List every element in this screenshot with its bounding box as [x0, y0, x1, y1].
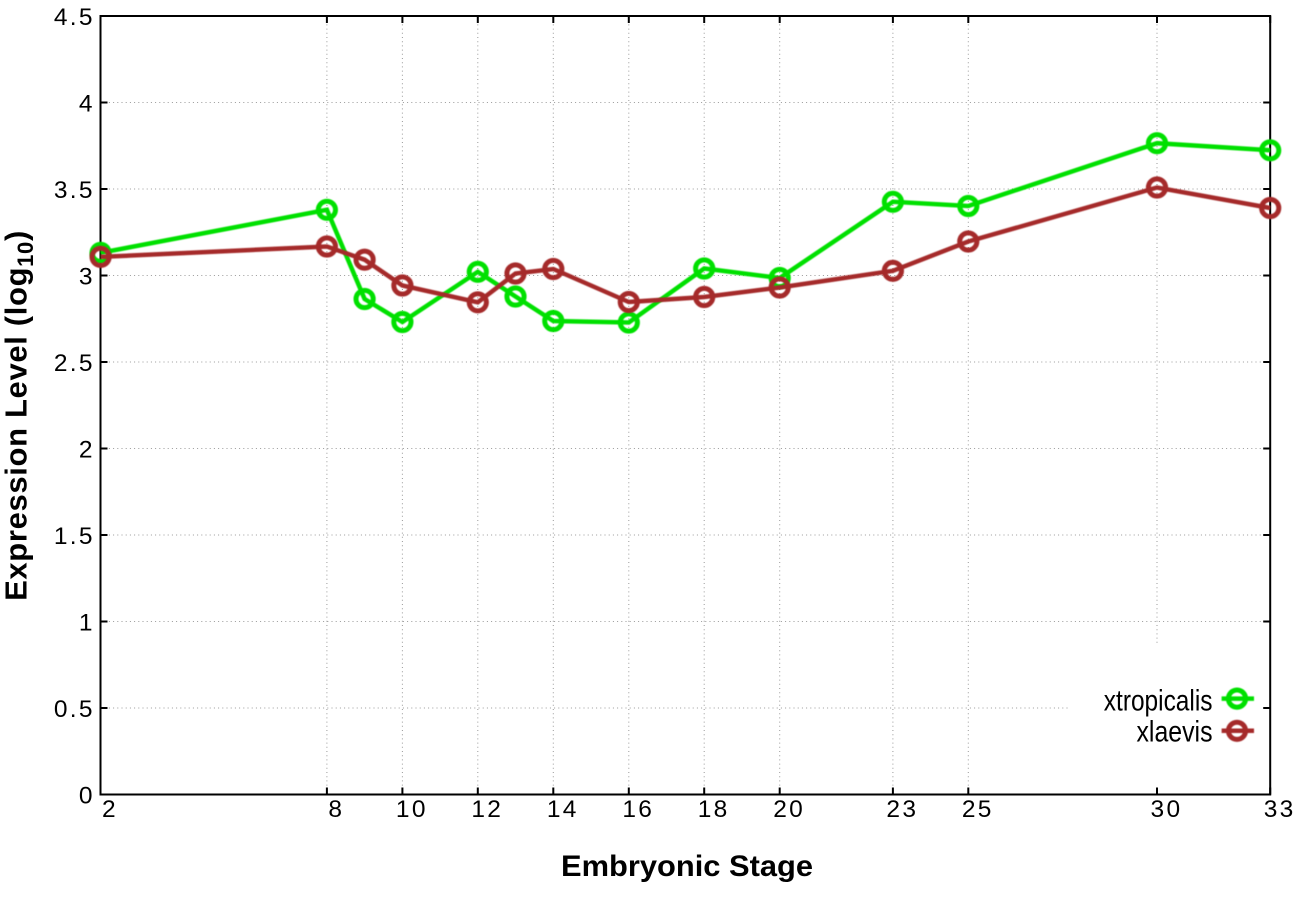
svg-text:4: 4 [79, 91, 95, 118]
svg-text:18: 18 [698, 796, 730, 823]
svg-text:3.5: 3.5 [54, 177, 95, 204]
svg-text:16: 16 [622, 796, 654, 823]
svg-text:0: 0 [79, 783, 95, 810]
svg-text:2.5: 2.5 [54, 350, 95, 377]
svg-text:25: 25 [962, 796, 994, 823]
svg-text:1: 1 [79, 610, 95, 637]
svg-text:xtropicalis: xtropicalis [1104, 685, 1213, 718]
svg-text:3: 3 [79, 264, 95, 291]
svg-text:33: 33 [1264, 796, 1296, 823]
svg-text:4.5: 4.5 [54, 4, 95, 31]
svg-text:1.5: 1.5 [54, 523, 95, 550]
svg-text:2: 2 [79, 437, 95, 464]
svg-text:0.5: 0.5 [54, 696, 95, 723]
svg-text:20: 20 [773, 796, 805, 823]
svg-text:30: 30 [1151, 796, 1183, 823]
svg-text:14: 14 [547, 796, 579, 823]
svg-text:8: 8 [328, 796, 344, 823]
svg-text:2: 2 [102, 796, 118, 823]
svg-text:xlaevis: xlaevis [1137, 716, 1213, 749]
svg-text:23: 23 [886, 796, 918, 823]
svg-text:Expression Level (log10): Expression Level (log10) [0, 230, 38, 601]
svg-text:Embryonic Stage: Embryonic Stage [561, 850, 813, 883]
svg-text:10: 10 [396, 796, 428, 823]
svg-text:12: 12 [471, 796, 503, 823]
